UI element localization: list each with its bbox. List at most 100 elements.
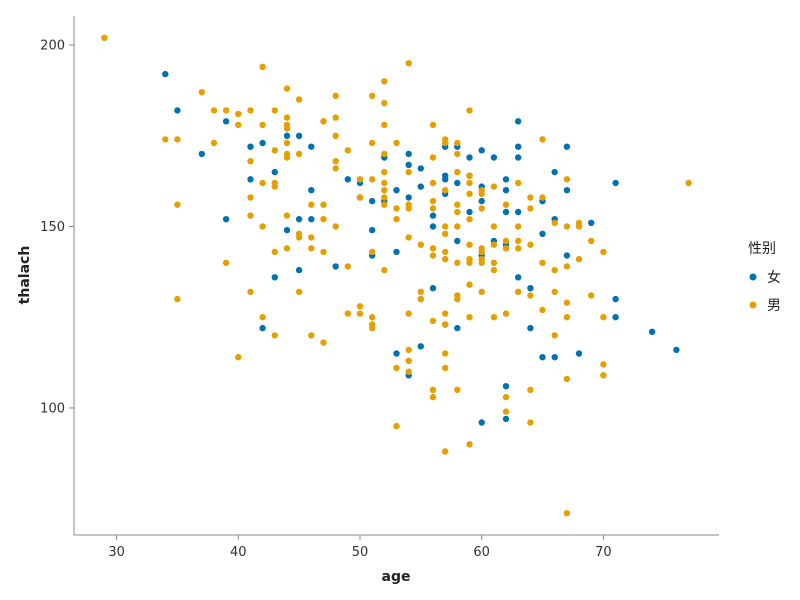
data-point <box>478 197 485 205</box>
data-point <box>381 99 388 107</box>
axes-layer <box>73 16 719 536</box>
data-point <box>369 314 376 321</box>
legend-marker <box>749 301 757 309</box>
data-point <box>381 179 388 187</box>
data-point <box>563 176 571 183</box>
data-point <box>588 219 595 227</box>
data-point <box>247 143 254 150</box>
data-point <box>259 223 266 230</box>
data-point <box>551 354 558 361</box>
data-point <box>271 168 278 176</box>
data-point <box>381 187 388 194</box>
data-point <box>563 510 571 517</box>
data-point <box>271 274 278 281</box>
data-point <box>295 96 303 103</box>
data-point <box>308 332 315 339</box>
data-point <box>478 147 485 154</box>
data-point <box>101 34 108 41</box>
data-point <box>308 187 315 194</box>
y-axis-title: thalach <box>17 246 33 305</box>
data-point <box>673 346 680 354</box>
y-tick-label: 200 <box>40 39 65 54</box>
data-point <box>356 303 364 310</box>
data-point <box>259 179 266 187</box>
data-point <box>356 176 364 183</box>
data-point <box>454 179 461 187</box>
data-point <box>332 92 339 100</box>
data-point <box>332 132 339 139</box>
data-point <box>429 212 437 219</box>
data-point <box>600 361 607 368</box>
data-point <box>454 259 461 266</box>
data-point <box>527 386 534 393</box>
data-point <box>527 285 534 292</box>
data-point <box>442 256 449 263</box>
data-point <box>551 219 558 227</box>
legend-items: 女男 <box>749 269 781 314</box>
data-point <box>466 441 473 448</box>
data-point <box>174 107 181 114</box>
data-point <box>442 248 449 256</box>
data-point <box>259 139 266 147</box>
data-point <box>162 136 169 143</box>
data-point <box>271 248 278 256</box>
data-point <box>442 187 449 194</box>
data-point <box>295 150 303 158</box>
data-point <box>405 60 412 67</box>
data-point <box>417 165 424 172</box>
data-point <box>381 194 388 201</box>
data-point <box>405 346 412 354</box>
data-point <box>490 241 498 248</box>
data-point <box>429 317 437 325</box>
data-point <box>320 216 327 223</box>
data-point <box>515 274 522 281</box>
data-point <box>247 194 254 201</box>
data-point <box>356 310 364 317</box>
data-point <box>466 216 473 223</box>
data-point <box>308 234 315 241</box>
data-point <box>563 263 571 270</box>
data-point <box>417 288 424 295</box>
data-point <box>454 386 461 393</box>
data-point <box>222 216 230 223</box>
data-point <box>502 237 510 245</box>
data-point <box>393 187 400 194</box>
data-point <box>490 154 498 161</box>
data-point <box>369 139 376 147</box>
data-point <box>551 332 558 339</box>
data-point <box>539 354 546 361</box>
data-point <box>575 350 583 357</box>
data-point <box>502 208 510 216</box>
data-point <box>515 118 522 125</box>
data-point <box>515 223 522 230</box>
data-point <box>429 179 437 187</box>
data-point <box>527 194 534 201</box>
data-point <box>490 223 498 230</box>
data-point <box>454 324 461 332</box>
data-point <box>539 136 546 143</box>
y-ticks: 100 150 200 <box>40 39 74 416</box>
data-point <box>478 259 485 266</box>
x-tick-label: 60 <box>473 545 490 560</box>
data-point <box>466 241 473 248</box>
data-point <box>454 139 461 147</box>
data-point <box>539 306 546 314</box>
data-point <box>295 266 303 274</box>
data-point <box>381 150 388 158</box>
data-point <box>466 172 473 179</box>
series-0 <box>162 70 680 426</box>
data-point <box>539 259 546 266</box>
y-tick-label: 150 <box>40 220 65 235</box>
data-point <box>515 208 522 216</box>
data-point <box>369 197 376 205</box>
data-point <box>405 234 412 241</box>
data-point <box>612 314 619 321</box>
data-point <box>393 364 400 372</box>
data-point <box>332 223 339 230</box>
data-point <box>417 183 424 190</box>
x-tick-label: 40 <box>230 545 247 560</box>
data-point <box>539 194 546 201</box>
data-point <box>369 226 376 234</box>
data-point <box>502 201 510 208</box>
